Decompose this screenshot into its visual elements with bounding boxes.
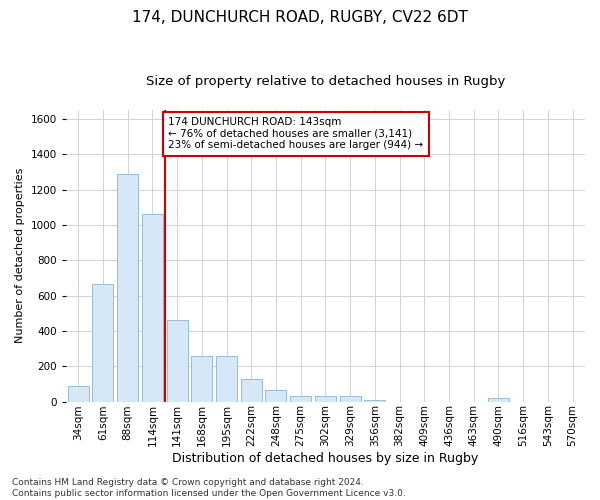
Bar bbox=[265, 390, 286, 402]
Bar bbox=[364, 400, 385, 402]
Bar bbox=[68, 386, 89, 402]
Text: 174, DUNCHURCH ROAD, RUGBY, CV22 6DT: 174, DUNCHURCH ROAD, RUGBY, CV22 6DT bbox=[132, 10, 468, 25]
Bar bbox=[191, 356, 212, 402]
Bar bbox=[488, 398, 509, 402]
Text: 174 DUNCHURCH ROAD: 143sqm
← 76% of detached houses are smaller (3,141)
23% of s: 174 DUNCHURCH ROAD: 143sqm ← 76% of deta… bbox=[169, 118, 424, 150]
Bar bbox=[92, 284, 113, 402]
Bar bbox=[340, 396, 361, 402]
Y-axis label: Number of detached properties: Number of detached properties bbox=[15, 168, 25, 344]
Bar bbox=[216, 356, 237, 402]
Bar bbox=[117, 174, 138, 402]
Text: Contains HM Land Registry data © Crown copyright and database right 2024.
Contai: Contains HM Land Registry data © Crown c… bbox=[12, 478, 406, 498]
Title: Size of property relative to detached houses in Rugby: Size of property relative to detached ho… bbox=[146, 75, 505, 88]
Bar bbox=[142, 214, 163, 402]
Bar bbox=[290, 396, 311, 402]
X-axis label: Distribution of detached houses by size in Rugby: Distribution of detached houses by size … bbox=[172, 452, 479, 465]
Bar bbox=[167, 320, 188, 402]
Bar bbox=[241, 380, 262, 402]
Bar bbox=[315, 396, 336, 402]
